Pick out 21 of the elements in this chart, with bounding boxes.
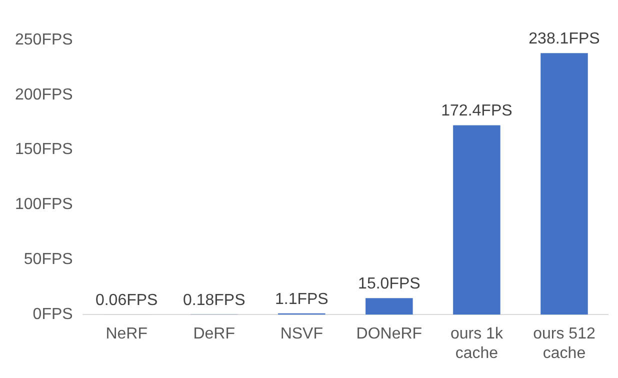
x-tick-label: DONeRF <box>356 326 422 343</box>
bar <box>366 298 413 315</box>
x-tick-label: NSVF <box>280 326 324 343</box>
x-tick-label: ours 1k cache <box>450 326 504 362</box>
data-label: 238.1FPS <box>528 30 600 48</box>
data-label: 0.18FPS <box>182 292 246 309</box>
data-label: 172.4FPS <box>441 102 512 120</box>
x-tick-label: ours 512 cache <box>533 326 596 362</box>
y-tick-label: 0FPS <box>32 306 73 324</box>
y-tick-label: 50FPS <box>24 251 73 268</box>
y-tick-label: 100FPS <box>15 196 73 214</box>
bar <box>453 125 500 315</box>
data-label: 1.1FPS <box>274 290 328 308</box>
y-tick-label: 200FPS <box>15 86 73 104</box>
data-label: 15.0FPS <box>358 276 420 293</box>
x-tick-label: NeRF <box>106 326 148 343</box>
x-tick-label: DeRF <box>193 326 236 343</box>
y-tick-label: 150FPS <box>15 141 73 158</box>
bar <box>540 53 588 315</box>
data-label: 0.06FPS <box>95 292 158 309</box>
y-tick-label: 250FPS <box>15 31 73 48</box>
